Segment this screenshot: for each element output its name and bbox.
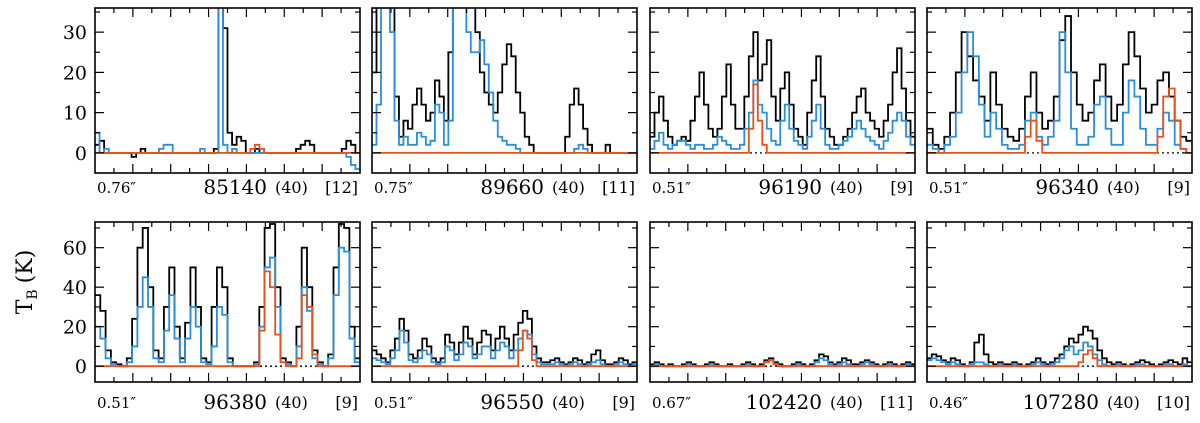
y-tick-label: 20 [63, 317, 87, 339]
index-label: [9] [335, 393, 358, 412]
beam-size-label: 0.51″ [652, 179, 691, 197]
width-label: (40) [830, 393, 863, 412]
index-label: [9] [890, 178, 913, 197]
y-tick-label: 20 [63, 62, 87, 84]
width-label: (40) [830, 178, 863, 197]
frequency-label: 107280 [1023, 390, 1099, 414]
panel-frame [371, 221, 638, 383]
orange-spectrum [95, 270, 360, 368]
blue-spectrum [927, 31, 1192, 154]
width-label: (40) [1107, 178, 1140, 197]
index-label: [10] [1157, 393, 1190, 412]
panel-frame [371, 7, 638, 174]
beam-size-label: 0.51″ [97, 394, 136, 412]
orange-spectrum [372, 329, 637, 368]
width-label: (40) [552, 393, 585, 412]
width-label: (40) [275, 178, 308, 197]
panel-5: 0 20 40 60 0.51″ 96380 (40) [9] [63, 221, 361, 414]
black-spectrum [372, 309, 637, 366]
y-tick-label: 60 [63, 238, 87, 260]
index-label: [12] [325, 178, 358, 197]
frequency-label: 96340 [1035, 175, 1099, 199]
frequency-label: 85140 [203, 175, 267, 199]
beam-size-label: 0.51″ [929, 179, 968, 197]
panel-1: 0 10 20 30 0.76″ 85140 (40) [12] [63, 7, 361, 199]
y-axis-label-main: T [13, 299, 38, 314]
black-spectrum [650, 31, 915, 146]
black-spectrum [927, 325, 1192, 368]
beam-size-label: 0.76″ [97, 179, 136, 197]
black-spectrum [372, 8, 637, 154]
index-label: [9] [1167, 178, 1190, 197]
panel-8: 0.46″ 107280 (40) [10] [926, 221, 1193, 414]
frequency-label: 96190 [758, 175, 822, 199]
y-tick-label: 30 [63, 22, 87, 44]
y-tick-label: 0 [75, 356, 87, 378]
y-axis-label: TB (K) [13, 250, 41, 315]
y-tick-label: 0 [75, 143, 87, 165]
panel-6: 0.51″ 96550 (40) [9] [371, 221, 638, 414]
index-label: [11] [602, 178, 635, 197]
blue-spectrum [650, 79, 915, 150]
index-label: [11] [880, 393, 913, 412]
panel-2: 0.75″ 89660 (40) [11] [371, 7, 638, 199]
panel-frame [649, 221, 916, 383]
orange-spectrum [650, 83, 915, 154]
panel-7: 0.67″ 102420 (40) [11] [649, 221, 916, 414]
frequency-label: 102420 [746, 390, 822, 414]
orange-spectrum [650, 359, 915, 368]
panel-4: 0.51″ 96340 (40) [9] [926, 7, 1193, 199]
beam-size-label: 0.51″ [374, 394, 413, 412]
black-spectrum [95, 223, 360, 368]
panel-3: 0.51″ 96190 (40) [9] [649, 7, 916, 199]
y-tick-label: 10 [63, 103, 87, 125]
frequency-label: 96550 [480, 390, 544, 414]
orange-spectrum [95, 143, 360, 154]
orange-spectrum [927, 349, 1192, 368]
frequency-label: 89660 [480, 175, 544, 199]
black-spectrum [95, 8, 360, 158]
width-label: (40) [275, 393, 308, 412]
width-label: (40) [1107, 393, 1140, 412]
y-axis-label-sub: B [25, 289, 41, 299]
blue-spectrum [372, 8, 637, 154]
orange-spectrum [927, 87, 1192, 154]
blue-spectrum [372, 329, 637, 368]
frequency-label: 96380 [203, 390, 267, 414]
index-label: [9] [612, 393, 635, 412]
width-label: (40) [552, 178, 585, 197]
beam-size-label: 0.46″ [929, 394, 968, 412]
beam-size-label: 0.67″ [652, 394, 691, 412]
y-axis-label-unit: (K) [13, 250, 38, 284]
beam-size-label: 0.75″ [374, 179, 413, 197]
y-tick-label: 40 [63, 277, 87, 299]
